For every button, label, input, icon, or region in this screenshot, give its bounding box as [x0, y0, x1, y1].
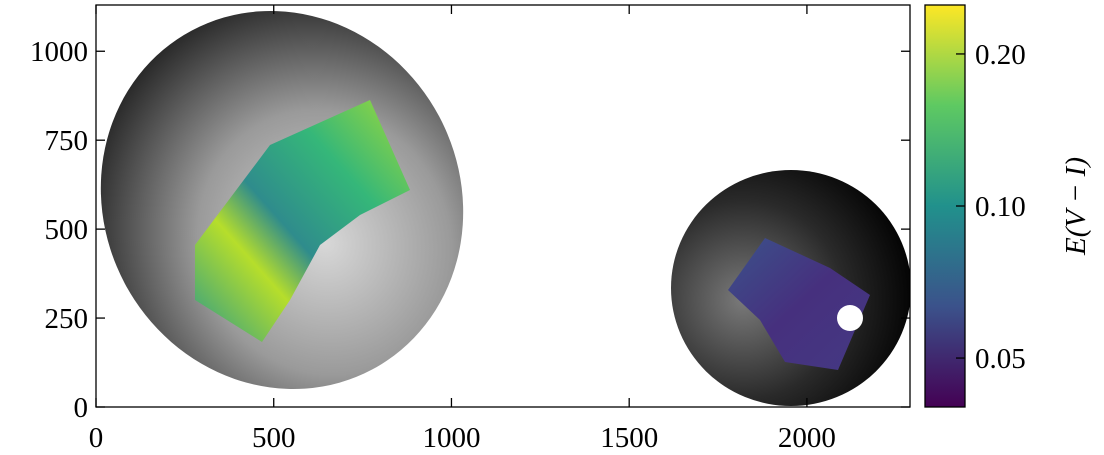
colorbar-label: E(V − I) [1060, 157, 1092, 256]
y-tick-label: 1000 [30, 36, 88, 68]
map-image [35, 0, 911, 453]
x-tick-label: 0 [89, 422, 104, 454]
x-tick-label: 500 [252, 422, 296, 454]
y-tick-label: 250 [45, 303, 89, 335]
colorbar-tick-label: 0.10 [975, 191, 1026, 223]
colorbar-tick-label: 0.20 [975, 39, 1026, 71]
x-tick-label: 2000 [778, 422, 836, 454]
y-tick-label: 500 [45, 214, 89, 246]
y-tick-label: 750 [45, 125, 89, 157]
x-tick-label: 1000 [422, 422, 480, 454]
y-tick-label: 0 [74, 392, 89, 424]
x-tick-label: 1500 [600, 422, 658, 454]
colorbar-tick-label: 0.05 [975, 343, 1026, 375]
figure: E(V − I) 0 500 1000 1500 2000 0 250 500 750 1000 0… [0, 0, 1104, 455]
